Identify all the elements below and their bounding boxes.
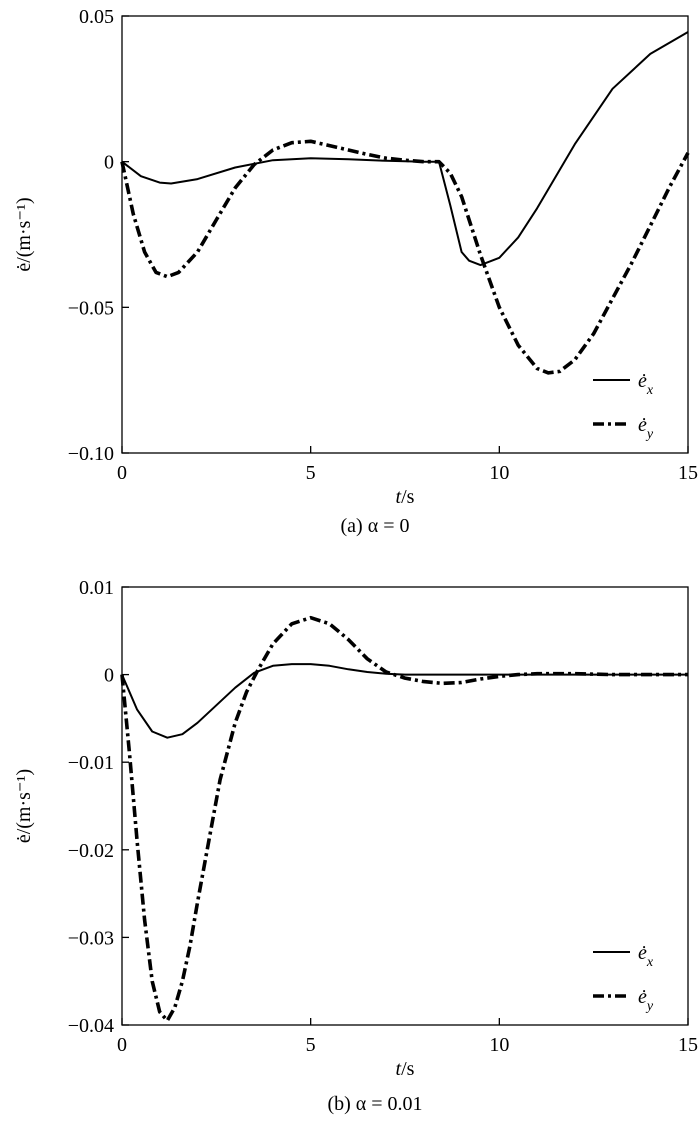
y-axis-title: ė/(m·s⁻¹) <box>13 769 35 843</box>
y-tick-label: −0.04 <box>68 1015 114 1037</box>
y-tick-label: 0 <box>104 665 114 687</box>
y-tick-label: −0.05 <box>68 297 114 319</box>
legend-symbol: ė <box>638 986 647 1008</box>
x-tick-label: 15 <box>678 462 698 484</box>
y-axis-title: ė/(m·s⁻¹) <box>13 197 35 271</box>
x-tick-label: 5 <box>306 1034 316 1056</box>
legend-subscript: y <box>645 999 654 1014</box>
x-tick-label: 10 <box>489 462 509 484</box>
x-axis-title: t/s <box>396 1058 415 1080</box>
legend-symbol: ė <box>638 414 647 436</box>
x-tick-label: 5 <box>306 462 316 484</box>
legend-label-y: ėy <box>638 414 654 442</box>
y-tick-label: 0.01 <box>79 577 114 599</box>
legend-subscript: x <box>646 955 654 970</box>
panel-caption: (b) α = 0.01 <box>327 1093 422 1115</box>
y-tick-label: −0.03 <box>68 927 114 949</box>
legend-label-x: ėx <box>638 370 654 398</box>
x-axis-title: t/s <box>396 486 415 508</box>
y-tick-label: −0.10 <box>68 443 114 465</box>
x-tick-label: 10 <box>489 1034 509 1056</box>
x-axis-variable: t <box>396 1058 402 1080</box>
plot-frame <box>121 586 689 1026</box>
y-tick-label: −0.01 <box>68 752 114 774</box>
x-axis-variable: t <box>396 486 402 508</box>
chart-panel-1: 0 5 10 15 0.05 0 −0.05 −0.10 ė/(m·s⁻¹) t/s (a) α =… <box>13 6 698 537</box>
series-line-y <box>120 615 688 1023</box>
legend-subscript: x <box>646 383 654 398</box>
x-axis-unit: /s <box>401 486 415 508</box>
x-axis-unit: /s <box>401 1058 415 1080</box>
chart-panel-2: 0 5 10 15 0.01 0 −0.01 −0.02 −0.03 −0.04 ė/(m·s⁻¹)… <box>13 577 698 1115</box>
y-tick-label: 0.05 <box>79 6 114 28</box>
plot-frame <box>121 15 689 454</box>
legend-subscript: y <box>645 427 654 442</box>
legend-label-y: ėy <box>638 986 654 1014</box>
series-line-x <box>121 31 689 267</box>
y-tick-label: 0 <box>104 152 114 174</box>
x-tick-label: 0 <box>117 462 127 484</box>
legend-symbol: ė <box>638 942 647 964</box>
panel-caption: (a) α = 0 <box>341 515 410 537</box>
legend-label-x: ėx <box>638 942 654 970</box>
x-tick-label: 15 <box>678 1034 698 1056</box>
series-line-y <box>120 139 690 375</box>
y-tick-label: −0.02 <box>68 840 114 862</box>
legend-symbol: ė <box>638 370 647 392</box>
x-tick-label: 0 <box>117 1034 127 1056</box>
